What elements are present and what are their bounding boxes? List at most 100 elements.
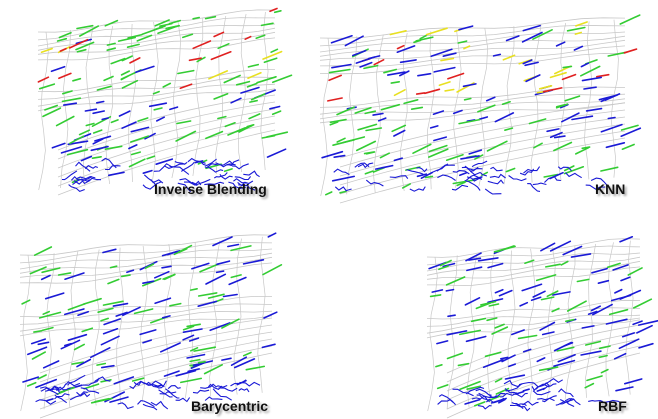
color-segment: [580, 62, 590, 68]
color-segment: [321, 150, 344, 159]
color-segment: [538, 366, 559, 372]
color-segment: [403, 99, 419, 105]
color-squiggle: [239, 381, 261, 387]
color-segment: [38, 311, 62, 319]
color-segment: [438, 81, 451, 87]
color-segment: [329, 121, 339, 126]
color-segment: [113, 376, 135, 385]
mesh-row-line: [426, 245, 641, 266]
color-segment: [177, 69, 195, 75]
label-barycentric: Barycentric: [191, 398, 269, 414]
mesh-strand-line: [339, 116, 626, 177]
color-segment: [428, 144, 448, 153]
color-segment: [440, 57, 455, 62]
color-segment: [203, 364, 223, 375]
mesh-plot-barycentric: [19, 232, 283, 419]
color-squiggle: [477, 405, 492, 410]
color-segment: [235, 80, 251, 86]
color-segment: [623, 48, 638, 54]
color-segment: [494, 288, 504, 294]
color-segment: [433, 66, 456, 73]
color-squiggle: [406, 169, 424, 175]
mesh-strand-line: [39, 345, 273, 410]
color-segment: [148, 102, 168, 108]
color-segment: [68, 38, 89, 49]
color-segment: [100, 317, 109, 322]
color-segment: [26, 346, 48, 356]
color-squiggle: [187, 157, 206, 164]
mesh-row-line: [19, 303, 273, 325]
color-segment: [556, 346, 575, 352]
color-segment: [584, 382, 595, 389]
color-segment: [632, 320, 643, 326]
color-segment: [351, 49, 367, 57]
color-segment: [574, 31, 583, 35]
color-squiggle: [218, 387, 238, 392]
color-segment: [104, 145, 123, 150]
color-segment: [429, 294, 442, 298]
color-segment: [363, 64, 379, 70]
color-squiggle: [214, 172, 228, 179]
color-segment: [169, 302, 182, 307]
color-squiggle: [204, 163, 218, 169]
color-segment: [552, 291, 571, 296]
color-segment: [188, 57, 202, 62]
mesh-strand-line: [339, 109, 626, 168]
color-segment: [565, 318, 575, 323]
color-squiggle: [333, 168, 350, 176]
color-segment: [121, 55, 133, 62]
color-segment: [242, 258, 265, 265]
color-squiggle: [101, 157, 117, 169]
color-segment: [160, 342, 181, 353]
color-segment: [122, 306, 141, 317]
color-segment: [571, 115, 594, 121]
color-segment: [438, 265, 449, 271]
color-squiggle: [68, 184, 85, 193]
color-segment: [42, 360, 60, 369]
color-segment: [553, 141, 573, 152]
color-segment: [415, 36, 434, 42]
color-segment: [546, 290, 559, 298]
color-segment: [457, 40, 468, 44]
color-segment: [390, 81, 400, 84]
color-segment: [633, 298, 653, 309]
color-segment: [94, 135, 112, 142]
color-segment: [37, 341, 50, 346]
color-segment: [553, 135, 566, 139]
color-segment: [169, 106, 179, 111]
color-segment: [446, 330, 468, 336]
color-segment: [331, 63, 352, 69]
color-segment: [247, 72, 262, 79]
panel-knn: [310, 0, 642, 205]
color-segment: [570, 253, 592, 258]
color-segment: [199, 263, 219, 273]
color-squiggle: [219, 174, 233, 180]
color-segment: [127, 33, 143, 39]
color-segment: [154, 270, 170, 279]
color-segment: [396, 44, 405, 50]
color-squiggle: [588, 400, 603, 403]
color-squiggle: [469, 170, 488, 177]
color-segment: [619, 235, 634, 243]
color-segment: [428, 148, 449, 158]
color-segment: [519, 301, 529, 307]
mesh-strand-line: [39, 317, 273, 374]
color-segment: [474, 154, 484, 160]
color-segment: [209, 322, 231, 332]
color-segment: [59, 386, 75, 393]
color-segment: [182, 325, 195, 331]
color-segment: [44, 104, 59, 111]
color-segment: [182, 33, 194, 39]
mesh-strand-line: [339, 123, 626, 186]
color-segment: [612, 264, 629, 271]
color-segment: [272, 74, 293, 84]
color-segment: [477, 257, 499, 262]
color-strokes: [37, 7, 293, 193]
color-segment: [488, 303, 500, 307]
color-segment: [530, 296, 542, 302]
color-segment: [620, 127, 642, 137]
mesh-column-line: [557, 22, 567, 182]
color-segment: [129, 57, 141, 64]
panel-rbf: [415, 215, 658, 419]
color-squiggle: [142, 182, 158, 190]
